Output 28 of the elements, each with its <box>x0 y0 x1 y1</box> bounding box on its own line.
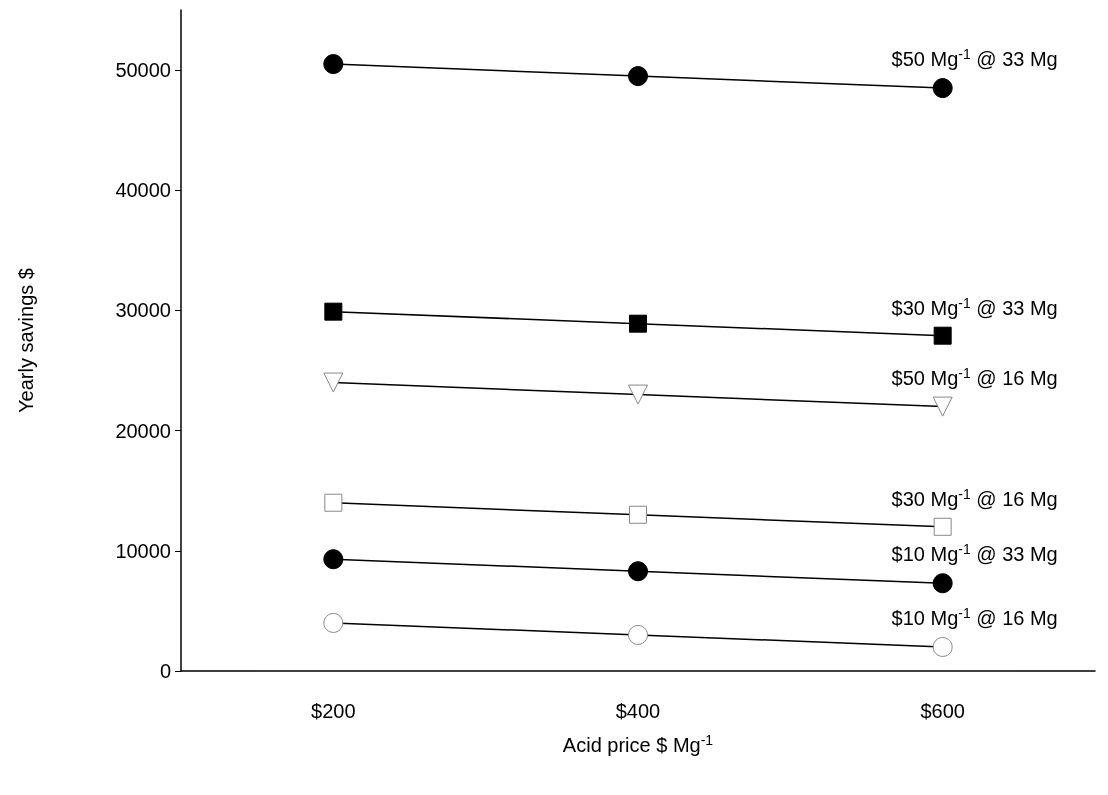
point <box>323 612 344 633</box>
y-tick-label: 10000 <box>115 539 171 562</box>
point <box>629 314 647 333</box>
point <box>629 505 647 524</box>
point <box>933 326 952 345</box>
point <box>932 78 953 99</box>
point <box>323 54 344 75</box>
point <box>628 624 648 645</box>
point <box>933 517 952 536</box>
x-tick-label: $600 <box>920 700 965 722</box>
point <box>628 66 648 87</box>
y-tick-label: 40000 <box>115 179 171 202</box>
point <box>932 396 953 417</box>
x-tick-label: $200 <box>311 700 356 722</box>
y-tick-label: 0 <box>159 660 171 682</box>
y-tick-label: 20000 <box>115 419 171 442</box>
y-tick-label: 30000 <box>115 299 171 322</box>
y-axis-title: Yearly savings $ <box>15 268 37 413</box>
point <box>323 549 344 570</box>
point <box>628 561 648 582</box>
point <box>628 384 648 405</box>
point <box>324 493 343 512</box>
point <box>323 372 344 393</box>
x-tick-label: $400 <box>615 700 661 722</box>
point <box>324 302 343 321</box>
point <box>932 573 953 594</box>
point <box>932 636 953 657</box>
y-tick-label: 50000 <box>115 59 171 82</box>
